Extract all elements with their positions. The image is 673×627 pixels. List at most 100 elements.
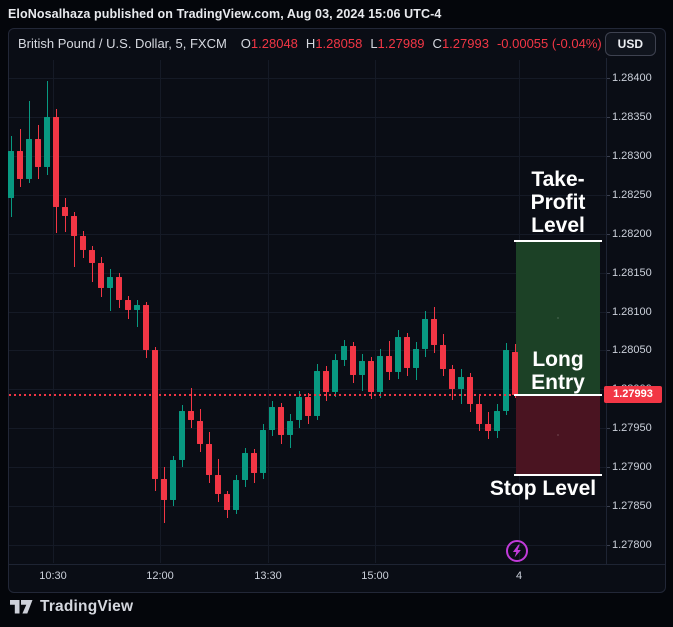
candle-body [188, 411, 194, 421]
candle-body [467, 376, 473, 405]
candle-body [377, 355, 383, 392]
price-tick [606, 194, 610, 196]
symbol-title[interactable]: British Pound / U.S. Dollar, 5, FXCM [18, 35, 227, 51]
candle-body [395, 337, 401, 373]
candle-wick [92, 246, 93, 282]
price-gridline [9, 233, 606, 235]
candle-body [62, 207, 68, 216]
candle-body [305, 397, 311, 416]
candle-body [332, 359, 338, 393]
candle-body [143, 305, 149, 351]
ohlc-readout: O1.28048 H1.28058 L1.27989 C1.27993 [241, 36, 489, 51]
price-tick [606, 506, 610, 508]
open-value: O1.28048 [240, 35, 298, 51]
low-value: L1.27989 [370, 35, 425, 51]
price-label: 1.28400 [612, 72, 652, 84]
candle-body [17, 151, 23, 180]
candle-body [8, 151, 14, 198]
candle-body [233, 480, 239, 510]
candle-body [251, 453, 257, 474]
footer: TradingView [10, 598, 133, 616]
time-label: 4 [515, 570, 523, 582]
price-scale-separator[interactable] [606, 58, 607, 564]
candle-body [503, 350, 509, 412]
candle-body [152, 350, 158, 479]
candle-wick [74, 211, 75, 268]
candle-body [485, 423, 491, 432]
price-gridline [9, 389, 606, 391]
price-label: 1.28050 [612, 344, 652, 357]
price-label: 1.27800 [612, 539, 652, 551]
current-price-line [9, 393, 516, 396]
price-tick [606, 155, 610, 157]
candle-body [89, 250, 95, 264]
take-profit-label[interactable]: Take-Profit Level [530, 168, 586, 237]
candle-body [359, 361, 365, 376]
take-profit-line[interactable] [514, 240, 602, 243]
long-entry-label[interactable]: Long Entry [531, 348, 585, 394]
candle-body [404, 337, 410, 369]
price-label: 1.28200 [612, 227, 652, 240]
candle-wick [110, 268, 111, 312]
stop-line[interactable] [514, 473, 602, 476]
time-gridline [53, 60, 54, 563]
time-gridline [268, 60, 269, 563]
candle-body [107, 276, 113, 289]
candle-body [197, 420, 203, 444]
candle-body [80, 236, 86, 250]
candle-body [386, 355, 392, 373]
candle-body [323, 370, 329, 393]
flash-icon[interactable] [505, 539, 529, 563]
candle-body [494, 411, 500, 432]
price-label: 1.27850 [612, 500, 652, 513]
price-gridline [9, 155, 606, 157]
currency-button[interactable]: USD [604, 32, 656, 56]
candle-body [179, 411, 185, 461]
price-tick [606, 428, 610, 430]
candle-body [53, 116, 59, 208]
price-gridline [9, 78, 606, 79]
price-gridline [9, 311, 606, 313]
entry-line[interactable] [514, 393, 602, 396]
stop-level-label[interactable]: Stop Level [489, 477, 597, 500]
price-tick [606, 116, 610, 118]
last-price-badge: 1.27993 [604, 386, 662, 403]
candle-body [278, 406, 284, 435]
tradingview-logo-text[interactable]: TradingView [40, 598, 134, 615]
price-gridline [9, 545, 606, 546]
candle-body [26, 138, 32, 180]
time-scale[interactable] [9, 564, 665, 593]
change-value: -0.00055 (-0.04%) [496, 35, 602, 51]
price-label: 1.27900 [612, 461, 652, 474]
candle-body [116, 276, 122, 300]
time-label: 12:00 [146, 570, 174, 582]
price-label: 1.28250 [612, 188, 652, 201]
chart-header: British Pound / U.S. Dollar, 5, FXCM O1.… [8, 28, 666, 58]
candle-wick [191, 387, 192, 429]
tradingview-logo-icon[interactable] [10, 600, 33, 614]
price-tick [606, 350, 610, 352]
candle-body [350, 345, 356, 376]
candle-body [242, 453, 248, 481]
time-gridline [160, 60, 161, 563]
price-gridline [9, 272, 606, 274]
candle-body [476, 404, 482, 424]
candle-body [215, 474, 221, 495]
price-label: 1.27950 [612, 422, 652, 435]
candle-body [98, 263, 104, 289]
take-profit-zone[interactable] [516, 242, 600, 394]
time-label: 13:30 [254, 570, 282, 582]
price-gridline [9, 467, 606, 469]
stop-loss-zone[interactable] [516, 395, 600, 474]
price-label: 1.28150 [612, 266, 652, 279]
candle-body [449, 369, 455, 389]
price-tick [606, 272, 610, 274]
candle-body [341, 345, 347, 360]
candle-body [287, 420, 293, 435]
time-label: 10:30 [39, 570, 67, 582]
time-gridline [375, 60, 376, 563]
attribution-text: EloNosalhaza published on TradingView.co… [8, 7, 442, 21]
price-gridline [9, 506, 606, 508]
candle-body [134, 305, 140, 310]
